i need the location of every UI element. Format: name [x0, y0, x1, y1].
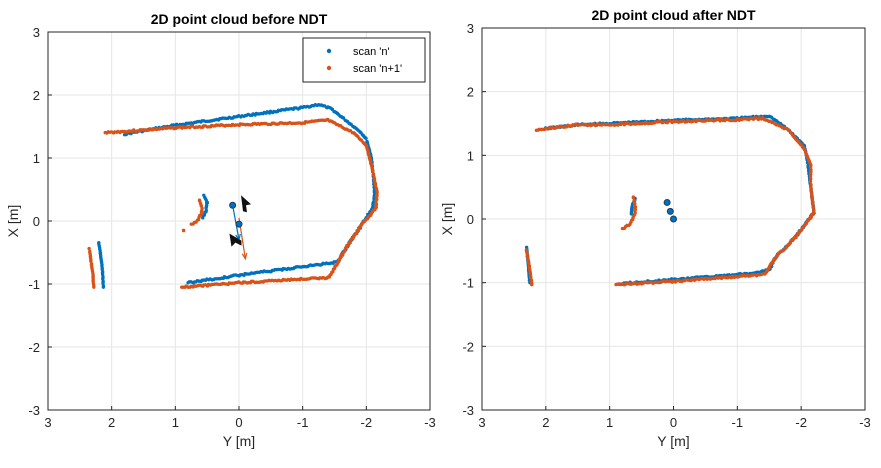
y-tick-label: 1 — [33, 151, 40, 166]
y-tick-label: 3 — [33, 25, 40, 40]
x-tick-label: -3 — [424, 415, 436, 430]
x-tick-label: -1 — [732, 415, 744, 430]
data-point — [808, 179, 813, 184]
x-tick-label: 1 — [606, 415, 613, 430]
legend — [302, 37, 426, 83]
data-point — [364, 136, 368, 140]
data-point — [809, 189, 813, 193]
x-tick-label: 2 — [108, 415, 115, 430]
pose-marker — [666, 207, 674, 215]
x-tick-label: 3 — [44, 415, 51, 430]
legend-marker — [326, 65, 332, 71]
pose-marker — [663, 198, 671, 206]
data-point — [181, 228, 186, 233]
data-point — [374, 194, 379, 199]
data-point — [633, 202, 637, 206]
y-tick-label: -1 — [28, 277, 40, 292]
pose-marker — [670, 215, 677, 223]
y-tick-label: -2 — [462, 339, 474, 354]
data-point — [101, 285, 106, 289]
x-tick-label: -3 — [859, 415, 871, 430]
data-point — [614, 282, 618, 287]
x-tick-label: 1 — [172, 415, 179, 430]
y-tick-label: -3 — [462, 403, 474, 418]
y-axis-label: X [m] — [439, 203, 455, 236]
y-tick-label: -1 — [462, 276, 474, 291]
y-tick-label: 1 — [467, 148, 474, 163]
data-point — [189, 222, 193, 226]
pose-arrow-head — [241, 252, 248, 261]
data-point — [201, 216, 205, 220]
data-point — [373, 184, 378, 188]
data-point — [629, 212, 634, 216]
data-point — [92, 285, 96, 289]
x-tick-label: 0 — [235, 415, 242, 430]
pose-arrow — [232, 205, 240, 241]
chart-after-ndt: 3 3 2 2 1 1 0 0 -1 -1 -2 -2 -3 -3 2D point cloud after… — [439, 7, 871, 449]
legend-label: scan 'n' — [353, 46, 390, 58]
pose-marker — [235, 220, 243, 228]
data-point — [348, 238, 353, 242]
data-point — [810, 194, 814, 198]
x-axis-label: Y [m] — [223, 433, 255, 449]
x-tick-label: 0 — [670, 415, 677, 430]
axes-frame — [47, 31, 431, 411]
pose-marker — [229, 201, 237, 209]
rotation-indicator-icon — [229, 233, 242, 247]
legend-label: scan 'n+1' — [353, 63, 402, 75]
data-point — [530, 282, 534, 287]
x-tick-label: -2 — [361, 415, 373, 430]
data-point — [811, 202, 815, 206]
series-scan-n1 — [524, 116, 816, 287]
x-tick-label: -2 — [795, 415, 807, 430]
data-point — [87, 246, 91, 251]
data-point — [180, 285, 184, 289]
chart-title: 2D point cloud before NDT — [151, 11, 328, 27]
y-tick-label: 2 — [33, 88, 40, 103]
rotation-indicator-icon — [241, 195, 251, 213]
y-tick-label: 0 — [33, 214, 40, 229]
data-point — [620, 226, 625, 231]
legend-marker — [326, 48, 332, 54]
chart-title: 2D point cloud after NDT — [591, 7, 756, 23]
data-point — [810, 197, 814, 202]
axes-frame — [481, 27, 866, 411]
data-point — [89, 259, 93, 263]
x-axis-label: Y [m] — [657, 433, 689, 449]
y-axis-label: X [m] — [5, 205, 21, 238]
chart-before-ndt: 3 3 2 2 1 1 0 0 -1 -1 -2 -2 -3 -3 2D point cloud befor… — [5, 11, 436, 449]
data-point — [811, 205, 815, 209]
data-point — [186, 281, 190, 285]
data-point — [371, 169, 375, 174]
y-tick-label: -3 — [28, 403, 40, 418]
y-tick-label: 3 — [467, 21, 474, 36]
x-tick-label: 3 — [478, 415, 485, 430]
series-scan-n1 — [87, 117, 379, 289]
data-point — [355, 229, 359, 233]
y-tick-label: -2 — [28, 340, 40, 355]
y-tick-label: 2 — [467, 85, 474, 100]
data-point — [631, 195, 635, 200]
x-tick-label: -1 — [297, 415, 309, 430]
x-tick-label: 2 — [542, 415, 549, 430]
y-tick-label: 0 — [467, 212, 474, 227]
data-point — [374, 199, 378, 204]
